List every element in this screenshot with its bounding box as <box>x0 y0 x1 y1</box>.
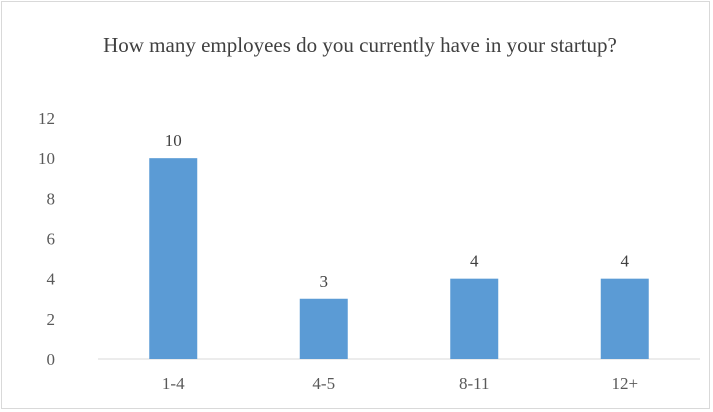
y-tick-label: 12 <box>38 109 55 128</box>
chart-title: How many employees do you currently have… <box>103 33 617 57</box>
x-category-label: 1-4 <box>162 374 185 393</box>
bars <box>149 158 649 359</box>
bar <box>450 278 499 359</box>
data-label: 3 <box>320 272 329 291</box>
x-category-label: 4-5 <box>312 374 335 393</box>
bar <box>600 278 649 359</box>
y-axis-ticks: 0 2 4 6 8 10 12 <box>38 109 56 369</box>
y-tick-label: 4 <box>47 270 56 289</box>
x-axis-categories: 1-4 4-5 8-11 12+ <box>162 374 638 393</box>
y-tick-label: 6 <box>47 230 56 249</box>
data-labels: 10 3 4 4 <box>165 131 630 291</box>
data-label: 10 <box>165 131 182 150</box>
y-tick-label: 10 <box>38 149 55 168</box>
y-tick-label: 0 <box>47 350 56 369</box>
x-category-label: 12+ <box>611 374 638 393</box>
y-tick-label: 8 <box>47 189 56 208</box>
data-label: 4 <box>621 252 630 271</box>
y-tick-label: 2 <box>47 310 56 329</box>
bar <box>149 158 198 359</box>
data-label: 4 <box>470 252 479 271</box>
x-category-label: 8-11 <box>459 374 490 393</box>
bar <box>299 298 348 359</box>
